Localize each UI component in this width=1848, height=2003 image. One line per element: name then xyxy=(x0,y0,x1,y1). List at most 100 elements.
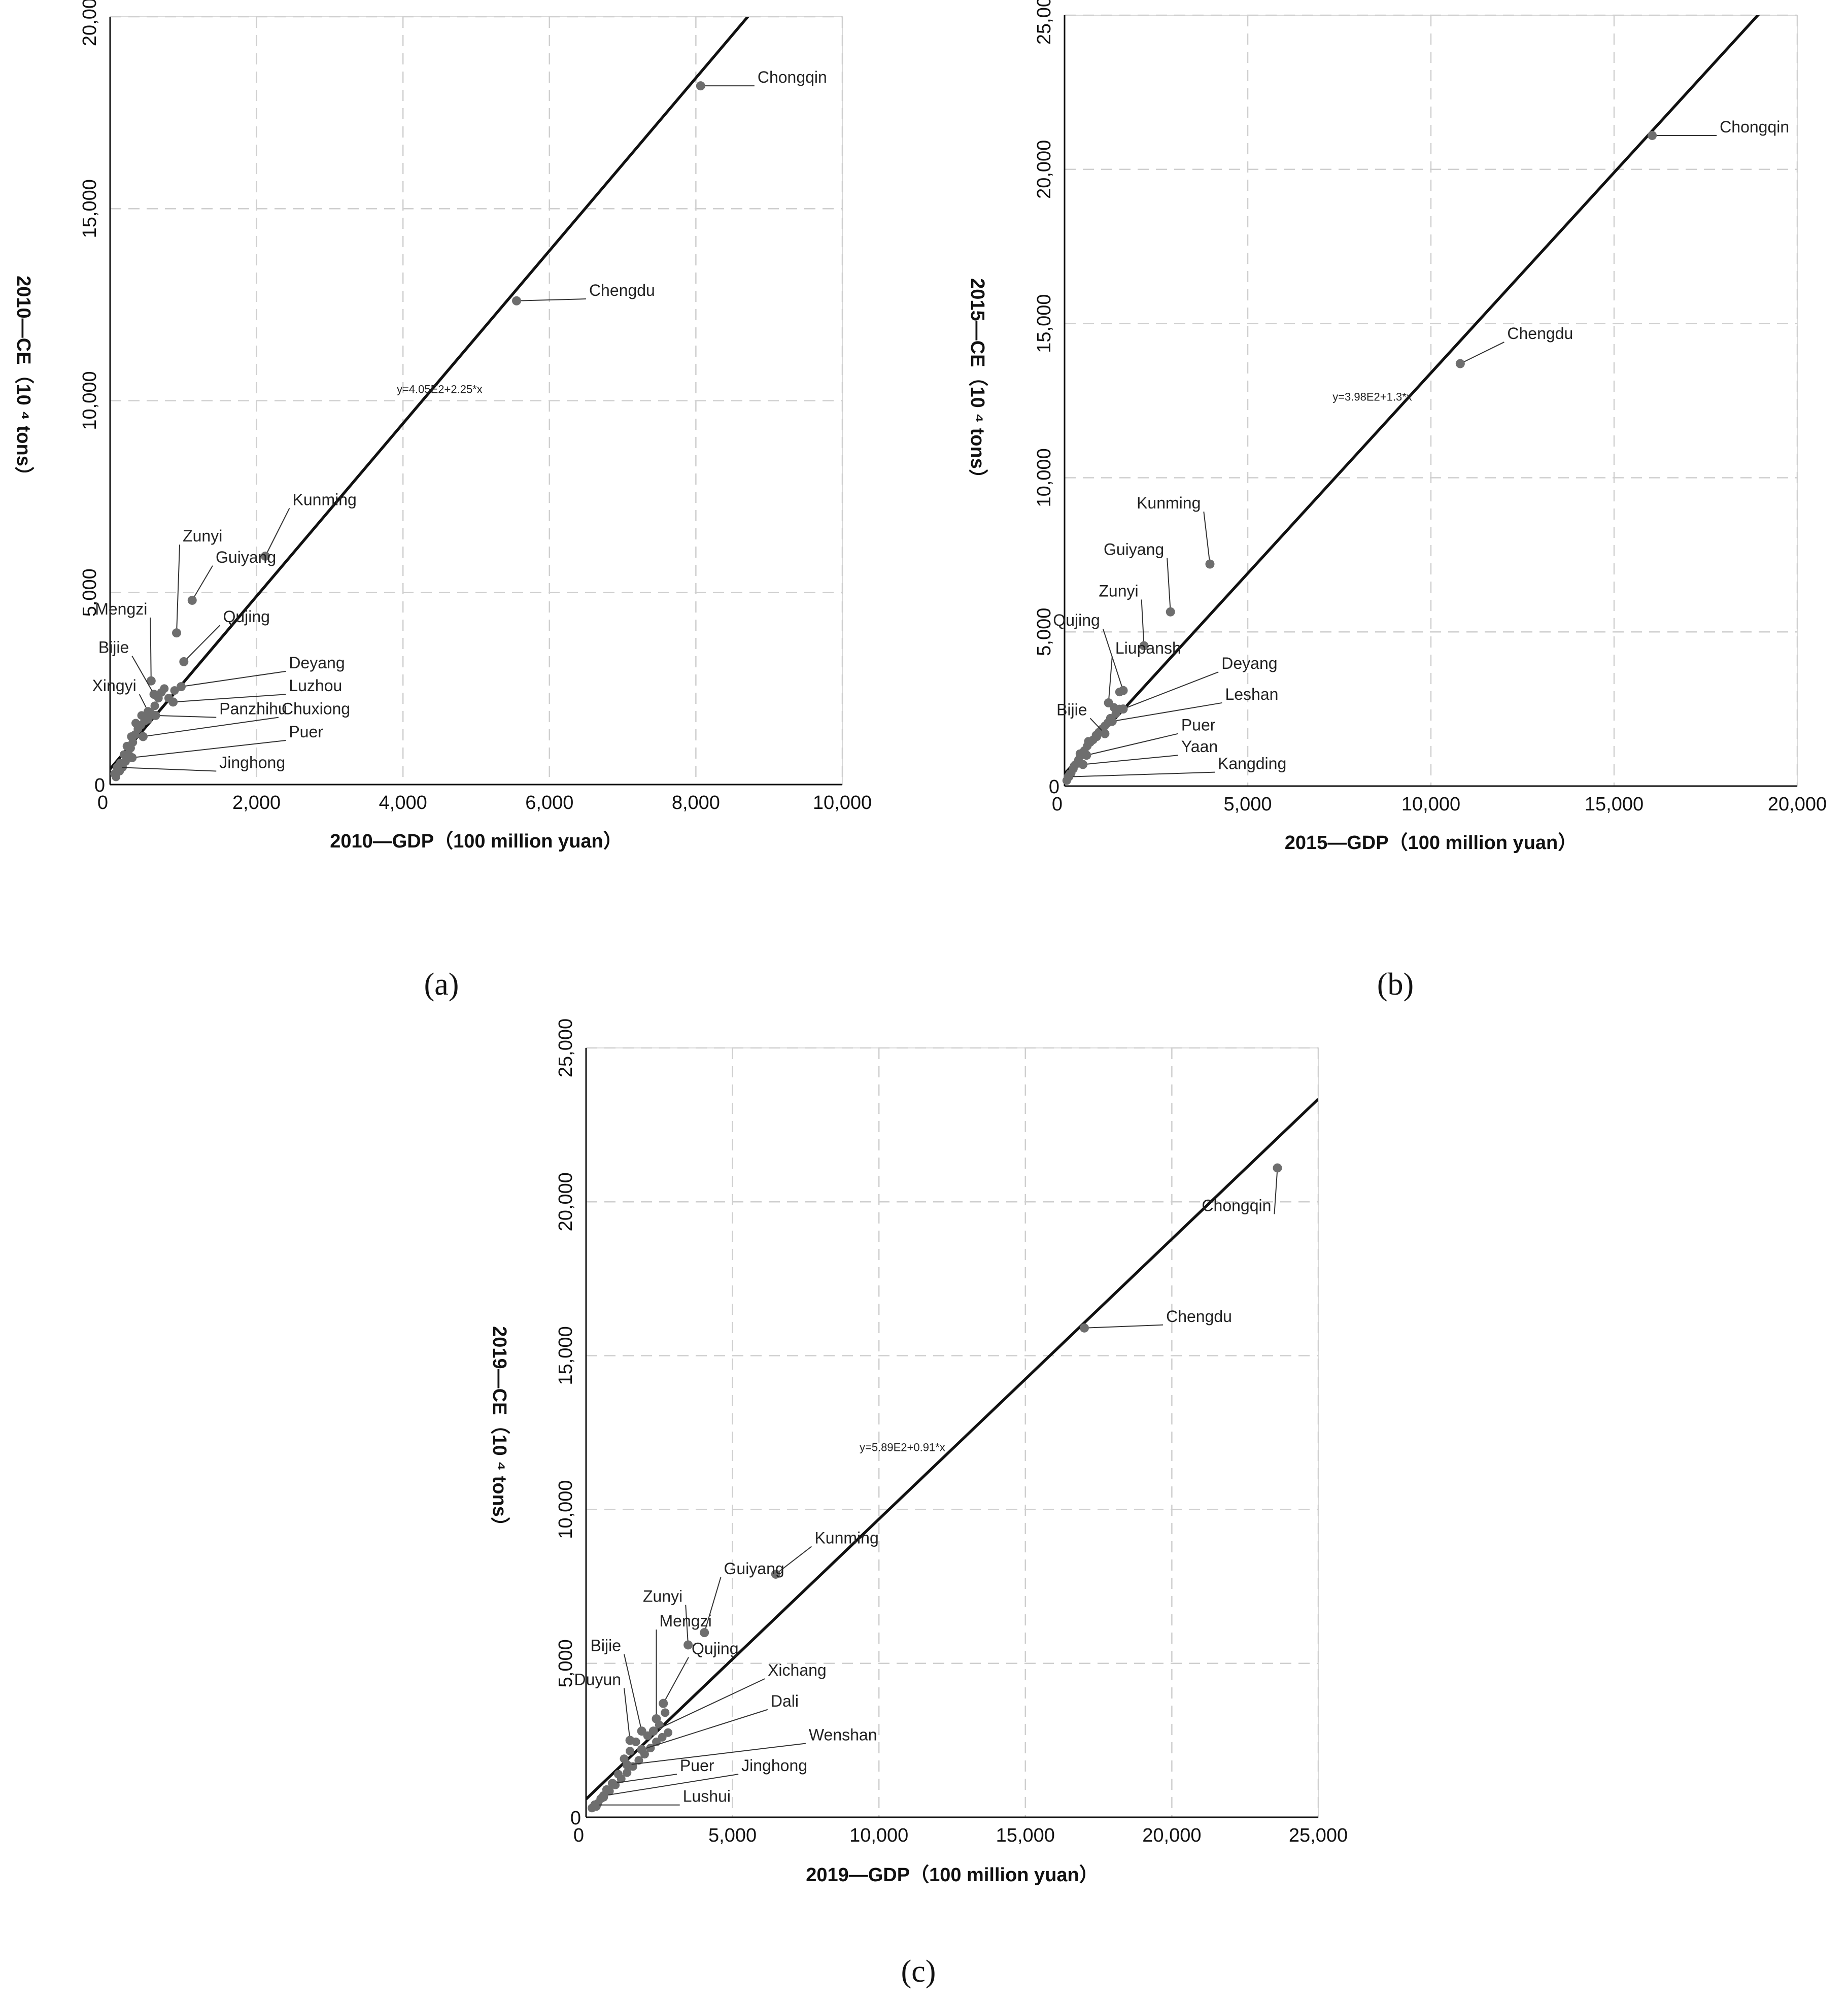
label-leader-line xyxy=(1102,628,1124,691)
data-point-luzhou xyxy=(168,697,178,707)
point-label: Jinghong xyxy=(741,1756,807,1775)
label-leader-line xyxy=(641,1709,768,1750)
point-label: Kunming xyxy=(814,1529,878,1547)
label-leader-line xyxy=(1112,702,1222,722)
y-tick-label: 10,000 xyxy=(555,1480,576,1539)
label-leader-line xyxy=(516,298,586,301)
data-point-mengzi xyxy=(146,676,156,686)
panel-caption: (a) xyxy=(424,967,459,1002)
data-point xyxy=(122,741,131,751)
label-leader-line xyxy=(173,694,286,703)
label-leader-line xyxy=(1141,599,1145,646)
data-point xyxy=(127,732,136,741)
point-label: Guiyang xyxy=(1104,540,1164,558)
x-tick-label: 5,000 xyxy=(1223,794,1272,815)
label-leader-line xyxy=(627,1743,806,1766)
label-leader-line xyxy=(612,1774,677,1784)
data-point-kunming xyxy=(771,1569,780,1579)
data-point-puer xyxy=(127,753,137,763)
label-leader-line xyxy=(653,1678,765,1732)
data-point-lushui xyxy=(590,1800,600,1810)
point-label: Zunyi xyxy=(1099,582,1138,600)
y-tick-label: 15,000 xyxy=(555,1326,576,1385)
data-point xyxy=(119,750,128,759)
label-leader-line xyxy=(1203,512,1211,564)
label-leader-line xyxy=(183,625,221,662)
label-leader-line xyxy=(775,1546,812,1575)
y-tick-label: 0 xyxy=(570,1808,581,1829)
y-tick-label: 25,000 xyxy=(555,1019,576,1077)
data-point-panzhihu xyxy=(151,710,160,720)
point-label: Chongqin xyxy=(1202,1196,1271,1214)
point-label: Qujing xyxy=(1053,611,1100,629)
point-label: Leshan xyxy=(1225,685,1278,703)
point-label: Duyun xyxy=(574,1670,622,1688)
point-label: Qujing xyxy=(692,1640,739,1658)
x-tick-label: 8,000 xyxy=(672,792,720,813)
data-point-chongqin xyxy=(696,81,705,91)
data-point-mengzi xyxy=(652,1714,661,1723)
point-label: Qujing xyxy=(223,607,270,626)
point-label: Puer xyxy=(1181,716,1216,734)
data-point-xichang xyxy=(648,1726,658,1736)
y-tick-label: 20,000 xyxy=(79,0,100,46)
fit-line xyxy=(110,17,750,770)
label-leader-line xyxy=(181,670,286,688)
label-leader-line xyxy=(1108,656,1113,703)
data-point xyxy=(664,1728,673,1737)
x-tick-label: 4,000 xyxy=(379,792,427,813)
x-tick-label: 15,000 xyxy=(996,1825,1055,1846)
y-tick-label: 20,000 xyxy=(1034,140,1055,199)
data-point-jinghong xyxy=(113,762,122,772)
x-tick-label: 25,000 xyxy=(1289,1825,1348,1846)
y-tick-label: 25,000 xyxy=(1034,0,1055,45)
label-leader-line xyxy=(265,507,290,557)
x-axis-title: 2015—GDP（100 million yuan） xyxy=(1285,832,1578,854)
label-leader-line xyxy=(117,766,217,772)
label-leader-line xyxy=(663,1657,689,1704)
data-point-kunming xyxy=(260,551,270,561)
label-leader-line xyxy=(143,717,279,737)
fit-equation: y=4.05E2+2.25*x xyxy=(397,383,483,395)
data-point-qujing xyxy=(659,1699,668,1708)
data-point xyxy=(623,1768,632,1777)
data-point xyxy=(150,701,159,710)
point-label: Chengdu xyxy=(1507,324,1573,343)
x-tick-label: 20,000 xyxy=(1142,1825,1201,1846)
label-leader-line xyxy=(1123,671,1219,710)
point-label: Liupansh xyxy=(1115,639,1181,657)
data-point xyxy=(658,1733,667,1742)
label-leader-line xyxy=(1084,1324,1163,1329)
point-label: Kangding xyxy=(1218,755,1286,773)
data-point xyxy=(626,1747,635,1756)
label-leader-line xyxy=(1460,342,1504,364)
data-point-duyun xyxy=(625,1736,635,1745)
point-label: Bijie xyxy=(98,638,129,657)
point-label: Luzhou xyxy=(289,676,342,695)
data-point xyxy=(634,1756,643,1765)
x-tick-label: 10,000 xyxy=(1401,794,1460,815)
point-label: Guiyang xyxy=(216,548,276,566)
label-leader-line xyxy=(704,1577,722,1633)
label-leader-line xyxy=(191,565,213,601)
data-point-qujing xyxy=(179,657,189,666)
label-leader-line xyxy=(624,1654,642,1732)
y-tick-label: 5,000 xyxy=(555,1639,576,1687)
point-label: Kunming xyxy=(1137,494,1201,512)
label-leader-line xyxy=(1068,771,1215,777)
point-label: Zunyi xyxy=(643,1587,682,1606)
point-label: Bijie xyxy=(591,1637,621,1655)
data-point xyxy=(613,1770,623,1779)
x-tick-label: 10,000 xyxy=(813,792,872,813)
data-point xyxy=(170,686,179,695)
y-axis-title: 2010—CE（10 ⁴ tons） xyxy=(13,276,34,486)
label-leader-line xyxy=(685,1605,689,1645)
data-point-bijie xyxy=(1100,729,1110,738)
data-point-dali xyxy=(637,1745,646,1754)
point-label: Chengdu xyxy=(589,281,655,299)
y-tick-label: 10,000 xyxy=(79,371,100,430)
data-point xyxy=(131,719,141,728)
data-point xyxy=(1092,732,1102,741)
data-point-puer xyxy=(607,1779,617,1788)
x-tick-label: 0 xyxy=(573,1825,584,1846)
